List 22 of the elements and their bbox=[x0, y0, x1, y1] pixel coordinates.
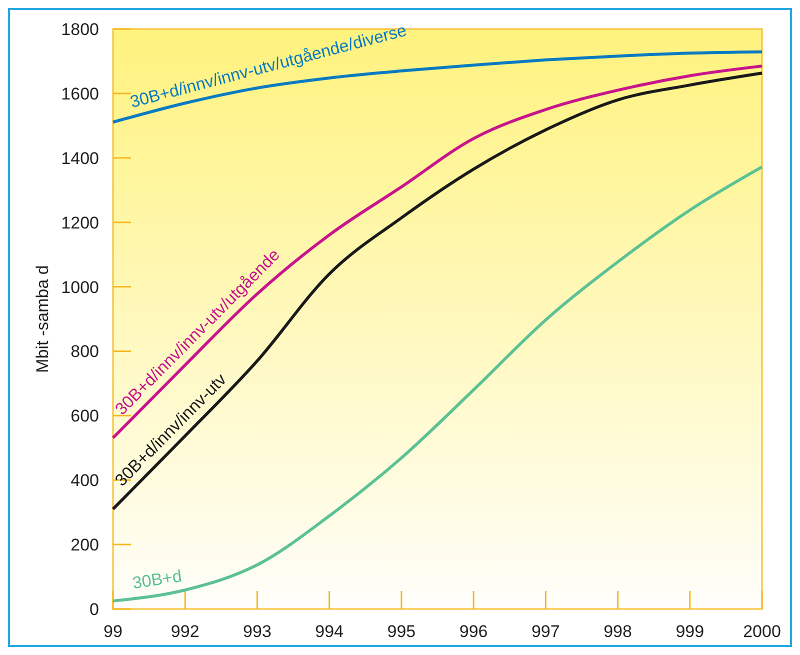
y-tick-label: 800 bbox=[70, 342, 99, 362]
y-tick-label: 1200 bbox=[61, 213, 99, 232]
x-tick-label: 994 bbox=[315, 622, 344, 641]
y-axis-title: Mbit -samba d bbox=[33, 265, 52, 373]
x-tick-label: 999 bbox=[676, 622, 704, 641]
x-tick-label: 996 bbox=[459, 622, 488, 641]
y-tick-label: 1800 bbox=[61, 20, 99, 39]
x-tick-label: 993 bbox=[243, 622, 272, 641]
x-tick-label: 99 bbox=[104, 622, 122, 641]
y-tick-label: 400 bbox=[70, 471, 99, 490]
x-tick-label: 992 bbox=[170, 622, 200, 641]
y-tick-label: 600 bbox=[70, 406, 99, 426]
y-tick-label: 1600 bbox=[61, 84, 99, 104]
text: 30B+d bbox=[131, 566, 184, 593]
x-tick-label: 2000 bbox=[743, 622, 781, 641]
y-tick-label: 1400 bbox=[61, 148, 99, 168]
y-tick-label: 1000 bbox=[61, 278, 99, 297]
x-tick-label: 995 bbox=[387, 622, 416, 641]
y-tick-label: 0 bbox=[90, 600, 99, 619]
y-tick-label: 200 bbox=[70, 536, 99, 555]
x-tick-label: 998 bbox=[604, 622, 632, 641]
x-tick-label: 997 bbox=[531, 622, 560, 641]
